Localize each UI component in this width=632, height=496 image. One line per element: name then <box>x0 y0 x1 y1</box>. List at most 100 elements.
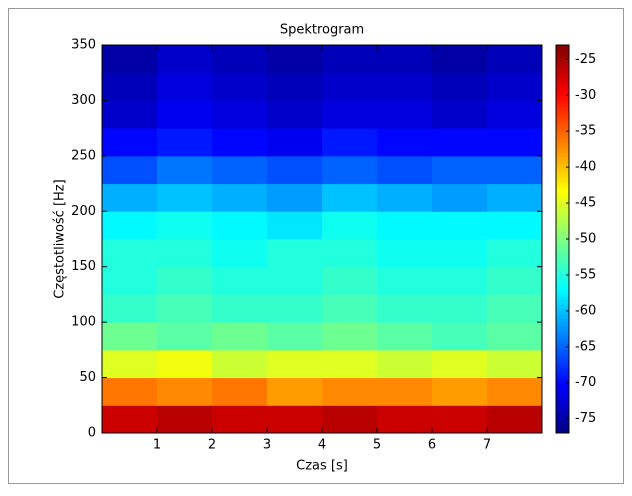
colorbar-segment <box>556 192 569 197</box>
heatmap-cell <box>157 239 213 268</box>
heatmap-cell <box>267 239 323 268</box>
colorbar-segment <box>556 300 569 305</box>
heatmap-cell <box>487 183 543 212</box>
colorbar-segment <box>556 310 569 315</box>
colorbar-segment <box>556 321 569 326</box>
colorbar-segment <box>556 267 569 272</box>
heatmap-cell <box>102 239 158 268</box>
heatmap-cell <box>377 45 433 74</box>
heatmap-cell <box>432 377 488 406</box>
heatmap-cell <box>322 266 378 295</box>
colorbar-segment <box>556 145 569 150</box>
colorbar-segment <box>556 88 569 93</box>
colorbar-segment <box>556 120 569 125</box>
x-tick-label: 1 <box>153 438 161 453</box>
y-tick-label: 100 <box>71 315 96 330</box>
heatmap-cell <box>157 72 213 101</box>
heatmap-cell <box>102 45 158 74</box>
heatmap-cell <box>377 100 433 129</box>
heatmap-cell <box>157 405 213 434</box>
colorbar-segment <box>556 332 569 337</box>
heatmap-cell <box>102 100 158 129</box>
colorbar-segment <box>556 59 569 64</box>
heatmap-cell <box>487 405 543 434</box>
heatmap-cell <box>102 183 158 212</box>
colorbar-segment <box>556 382 569 387</box>
heatmap-cell <box>212 266 268 295</box>
heatmap-cell <box>212 128 268 157</box>
heatmap-cell <box>212 294 268 323</box>
colorbar-segment <box>556 48 569 53</box>
colorbar-segment <box>556 368 569 373</box>
colorbar-segment <box>556 314 569 319</box>
colorbar-segment <box>556 134 569 139</box>
heatmap-cell <box>487 294 543 323</box>
colorbar-segment <box>556 325 569 330</box>
colorbar-segment <box>556 80 569 86</box>
heatmap-cell <box>102 405 158 434</box>
colorbar-segment <box>556 339 569 344</box>
colorbar-segment <box>556 106 569 111</box>
colorbar-tick-label: -70 <box>575 375 596 390</box>
colorbar-segment <box>556 425 569 430</box>
colorbar-segment <box>556 138 569 143</box>
heatmap-cell <box>487 45 543 74</box>
heatmap-cell <box>487 322 543 351</box>
x-tick-label: 7 <box>483 438 491 453</box>
colorbar-tick-label: -35 <box>575 124 596 139</box>
colorbar-segment <box>556 149 569 154</box>
colorbar-tick-label: -40 <box>575 160 596 175</box>
y-tick-label: 300 <box>71 93 96 108</box>
heatmap-cell <box>267 349 323 379</box>
colorbar-segment <box>556 429 569 434</box>
heatmap-cell <box>157 294 213 323</box>
heatmap-cell <box>212 349 268 379</box>
heatmap-cell <box>102 211 158 240</box>
colorbar-tick-label: -30 <box>575 88 596 103</box>
heatmap-cell <box>157 322 213 351</box>
colorbar-segment <box>556 113 569 118</box>
heatmap-cell <box>102 266 158 295</box>
colorbar-segment <box>556 185 569 190</box>
colorbar-segment <box>556 407 569 412</box>
heatmap-cell <box>102 72 158 101</box>
heatmap-cell <box>377 211 433 240</box>
x-tick-label: 2 <box>208 438 216 453</box>
colorbar-segment <box>556 98 569 103</box>
colorbar-segment <box>556 353 569 359</box>
colorbar-segment <box>556 177 569 183</box>
colorbar-tick-label: -45 <box>575 196 596 211</box>
colorbar-segment <box>556 271 569 276</box>
colorbar-segment <box>556 95 569 100</box>
heatmap-cell <box>377 239 433 268</box>
colorbar-segment <box>556 256 569 262</box>
y-axis-label: Częstotliwość [Hz] <box>53 179 68 298</box>
colorbar-segment <box>556 249 569 254</box>
heatmap-cell <box>322 239 378 268</box>
colorbar-segment <box>556 102 569 107</box>
heatmap-cell <box>157 45 213 74</box>
heatmap-cell <box>157 100 213 129</box>
colorbar-segment <box>556 289 569 294</box>
colorbar-segment <box>556 246 569 251</box>
colorbar-segment <box>556 52 569 57</box>
heatmap-cell <box>267 405 323 434</box>
heatmap-cell <box>377 128 433 157</box>
heatmap-cell <box>377 349 433 379</box>
heatmap-cell <box>212 155 268 185</box>
colorbar-segment <box>556 221 569 226</box>
heatmap-cell <box>487 128 543 157</box>
colorbar-segment <box>556 235 569 240</box>
heatmap-cell <box>322 128 378 157</box>
heatmap-cell <box>322 322 378 351</box>
heatmap-cell <box>212 183 268 212</box>
colorbar-segment <box>556 278 569 283</box>
heatmap-cell <box>267 128 323 157</box>
colorbar-segment <box>556 296 569 301</box>
heatmap-cell <box>377 405 433 434</box>
heatmap-cell <box>487 239 543 268</box>
colorbar-tick-label: -55 <box>575 267 596 282</box>
heatmap-cell <box>432 155 488 185</box>
x-axis-label: Czas [s] <box>296 459 348 474</box>
heatmap-cell <box>212 100 268 129</box>
